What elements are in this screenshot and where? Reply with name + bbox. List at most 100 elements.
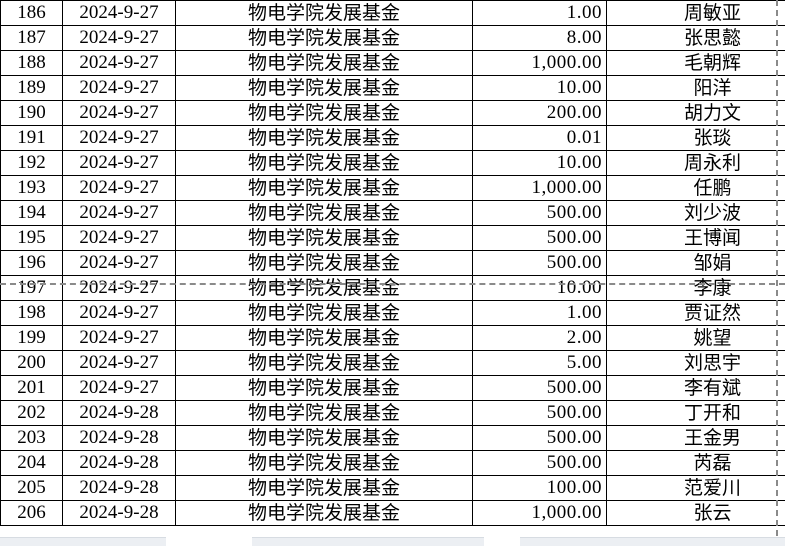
cell-amount[interactable]: 100.00 (472, 475, 607, 501)
cell-donor[interactable]: 刘少波 (606, 200, 785, 226)
cell-date[interactable]: 2024-9-27 (62, 25, 176, 51)
cell-date[interactable]: 2024-9-28 (62, 425, 176, 451)
table-row[interactable]: 202 2024-9-28 物电学院发展基金 500.00 丁开和 (0, 400, 785, 426)
cell-amount[interactable]: 1,000.00 (472, 50, 607, 76)
cell-donor[interactable]: 张云 (606, 500, 785, 526)
table-row[interactable]: 199 2024-9-27 物电学院发展基金 2.00 姚望 (0, 325, 785, 351)
cell-amount[interactable]: 1,000.00 (472, 500, 607, 526)
cell-sequence[interactable]: 194 (0, 200, 63, 226)
cell-sequence[interactable]: 197 (0, 275, 63, 301)
cell-date[interactable]: 2024-9-27 (62, 275, 176, 301)
cell-donor[interactable]: 王金男 (606, 425, 785, 451)
cell-date[interactable]: 2024-9-27 (62, 50, 176, 76)
cell-date[interactable]: 2024-9-27 (62, 0, 176, 26)
cell-donor[interactable]: 刘思宇 (606, 350, 785, 376)
table-row[interactable]: 189 2024-9-27 物电学院发展基金 10.00 阳洋 (0, 75, 785, 101)
cell-donor[interactable]: 王博闻 (606, 225, 785, 251)
cell-sequence[interactable]: 198 (0, 300, 63, 326)
table-row[interactable]: 201 2024-9-27 物电学院发展基金 500.00 李有斌 (0, 375, 785, 401)
cell-amount[interactable]: 500.00 (472, 225, 607, 251)
cell-sequence[interactable]: 195 (0, 225, 63, 251)
cell-project[interactable]: 物电学院发展基金 (175, 0, 473, 26)
cell-sequence[interactable]: 199 (0, 325, 63, 351)
cell-date[interactable]: 2024-9-27 (62, 350, 176, 376)
cell-project[interactable]: 物电学院发展基金 (175, 200, 473, 226)
cell-sequence[interactable]: 204 (0, 450, 63, 476)
table-row[interactable]: 193 2024-9-27 物电学院发展基金 1,000.00 任鹏 (0, 175, 785, 201)
cell-date[interactable]: 2024-9-27 (62, 100, 176, 126)
cell-date[interactable]: 2024-9-27 (62, 125, 176, 151)
cell-date[interactable]: 2024-9-28 (62, 500, 176, 526)
cell-donor[interactable]: 李有斌 (606, 375, 785, 401)
table-row[interactable]: 190 2024-9-27 物电学院发展基金 200.00 胡力文 (0, 100, 785, 126)
cell-donor[interactable]: 姚望 (606, 325, 785, 351)
cell-amount[interactable]: 500.00 (472, 400, 607, 426)
cell-project[interactable]: 物电学院发展基金 (175, 75, 473, 101)
cell-donor[interactable]: 阳洋 (606, 75, 785, 101)
cell-amount[interactable]: 500.00 (472, 250, 607, 276)
cell-sequence[interactable]: 201 (0, 375, 63, 401)
table-row[interactable]: 200 2024-9-27 物电学院发展基金 5.00 刘思宇 (0, 350, 785, 376)
cell-sequence[interactable]: 200 (0, 350, 63, 376)
cell-amount[interactable]: 10.00 (472, 75, 607, 101)
cell-date[interactable]: 2024-9-27 (62, 75, 176, 101)
cell-amount[interactable]: 1.00 (472, 0, 607, 26)
cell-project[interactable]: 物电学院发展基金 (175, 250, 473, 276)
cell-sequence[interactable]: 203 (0, 425, 63, 451)
cell-donor[interactable]: 张琰 (606, 125, 785, 151)
cell-date[interactable]: 2024-9-27 (62, 325, 176, 351)
cell-project[interactable]: 物电学院发展基金 (175, 450, 473, 476)
cell-project[interactable]: 物电学院发展基金 (175, 350, 473, 376)
cell-project[interactable]: 物电学院发展基金 (175, 375, 473, 401)
cell-date[interactable]: 2024-9-28 (62, 400, 176, 426)
table-row[interactable]: 196 2024-9-27 物电学院发展基金 500.00 邹娟 (0, 250, 785, 276)
cell-amount[interactable]: 500.00 (472, 200, 607, 226)
cell-project[interactable]: 物电学院发展基金 (175, 275, 473, 301)
cell-sequence[interactable]: 190 (0, 100, 63, 126)
table-row[interactable]: 192 2024-9-27 物电学院发展基金 10.00 周永利 (0, 150, 785, 176)
cell-amount[interactable]: 200.00 (472, 100, 607, 126)
cell-donor[interactable]: 任鹏 (606, 175, 785, 201)
cell-project[interactable]: 物电学院发展基金 (175, 175, 473, 201)
cell-project[interactable]: 物电学院发展基金 (175, 475, 473, 501)
cell-donor[interactable]: 贾证然 (606, 300, 785, 326)
table-row[interactable]: 203 2024-9-28 物电学院发展基金 500.00 王金男 (0, 425, 785, 451)
cell-amount[interactable]: 5.00 (472, 350, 607, 376)
cell-donor[interactable]: 周永利 (606, 150, 785, 176)
cell-date[interactable]: 2024-9-28 (62, 450, 176, 476)
cell-date[interactable]: 2024-9-27 (62, 200, 176, 226)
cell-project[interactable]: 物电学院发展基金 (175, 25, 473, 51)
cell-amount[interactable]: 0.01 (472, 125, 607, 151)
cell-donor[interactable]: 芮磊 (606, 450, 785, 476)
table-row[interactable]: 204 2024-9-28 物电学院发展基金 500.00 芮磊 (0, 450, 785, 476)
cell-sequence[interactable]: 193 (0, 175, 63, 201)
cell-donor[interactable]: 周敏亚 (606, 0, 785, 26)
cell-amount[interactable]: 500.00 (472, 425, 607, 451)
cell-amount[interactable]: 10.00 (472, 275, 607, 301)
table-row[interactable]: 205 2024-9-28 物电学院发展基金 100.00 范爱川 (0, 475, 785, 501)
cell-sequence[interactable]: 206 (0, 500, 63, 526)
cell-date[interactable]: 2024-9-27 (62, 250, 176, 276)
cell-donor[interactable]: 张思懿 (606, 25, 785, 51)
table-row[interactable]: 187 2024-9-27 物电学院发展基金 8.00 张思懿 (0, 25, 785, 51)
cell-amount[interactable]: 500.00 (472, 450, 607, 476)
cell-sequence[interactable]: 189 (0, 75, 63, 101)
cell-project[interactable]: 物电学院发展基金 (175, 100, 473, 126)
cell-donor[interactable]: 李康 (606, 275, 785, 301)
cell-amount[interactable]: 2.00 (472, 325, 607, 351)
cell-sequence[interactable]: 191 (0, 125, 63, 151)
table-row[interactable]: 197 2024-9-27 物电学院发展基金 10.00 李康 (0, 275, 785, 301)
cell-project[interactable]: 物电学院发展基金 (175, 425, 473, 451)
cell-amount[interactable]: 1,000.00 (472, 175, 607, 201)
cell-amount[interactable]: 8.00 (472, 25, 607, 51)
table-row[interactable]: 198 2024-9-27 物电学院发展基金 1.00 贾证然 (0, 300, 785, 326)
cell-donor[interactable]: 范爱川 (606, 475, 785, 501)
cell-sequence[interactable]: 205 (0, 475, 63, 501)
cell-project[interactable]: 物电学院发展基金 (175, 325, 473, 351)
cell-sequence[interactable]: 187 (0, 25, 63, 51)
cell-sequence[interactable]: 188 (0, 50, 63, 76)
cell-project[interactable]: 物电学院发展基金 (175, 225, 473, 251)
cell-sequence[interactable]: 196 (0, 250, 63, 276)
cell-donor[interactable]: 毛朝辉 (606, 50, 785, 76)
table-row[interactable]: 206 2024-9-28 物电学院发展基金 1,000.00 张云 (0, 500, 785, 526)
